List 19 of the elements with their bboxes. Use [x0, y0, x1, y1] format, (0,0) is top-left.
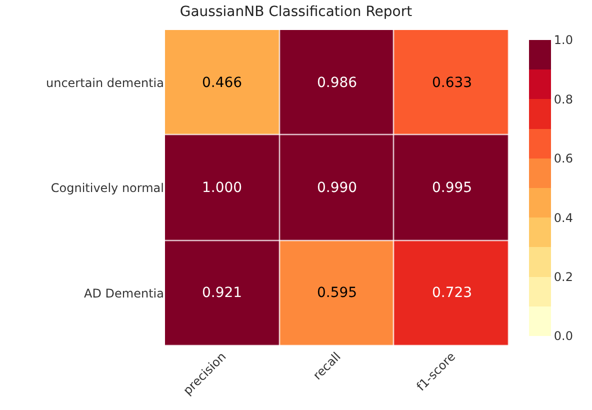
y-tick-label: AD Dementia	[84, 286, 164, 301]
chart-title: GaussianNB Classification Report	[180, 4, 413, 20]
data-label: 0.995	[432, 180, 472, 196]
color-bar-label: 0.2	[554, 270, 573, 284]
data-label: 1.000	[202, 180, 242, 196]
data-label: 0.990	[317, 180, 358, 196]
color-bar-label: 0.0	[554, 329, 573, 344]
data-label: 0.595	[317, 285, 358, 301]
data-label: 0.921	[202, 285, 242, 301]
data-label: 0.466	[202, 75, 242, 91]
color-bar-label: 0.6	[554, 152, 573, 166]
color-bar-label: 0.8	[554, 92, 573, 106]
data-label: 0.723	[432, 285, 472, 301]
data-label: 0.986	[317, 75, 358, 91]
y-tick-label: Cognitively normal	[50, 181, 164, 196]
y-tick-label: uncertain dementia	[46, 76, 164, 90]
color-bar-label: 0.4	[554, 210, 573, 225]
data-label: 0.633	[432, 75, 472, 91]
color-bar-label: 1.0	[554, 33, 573, 48]
